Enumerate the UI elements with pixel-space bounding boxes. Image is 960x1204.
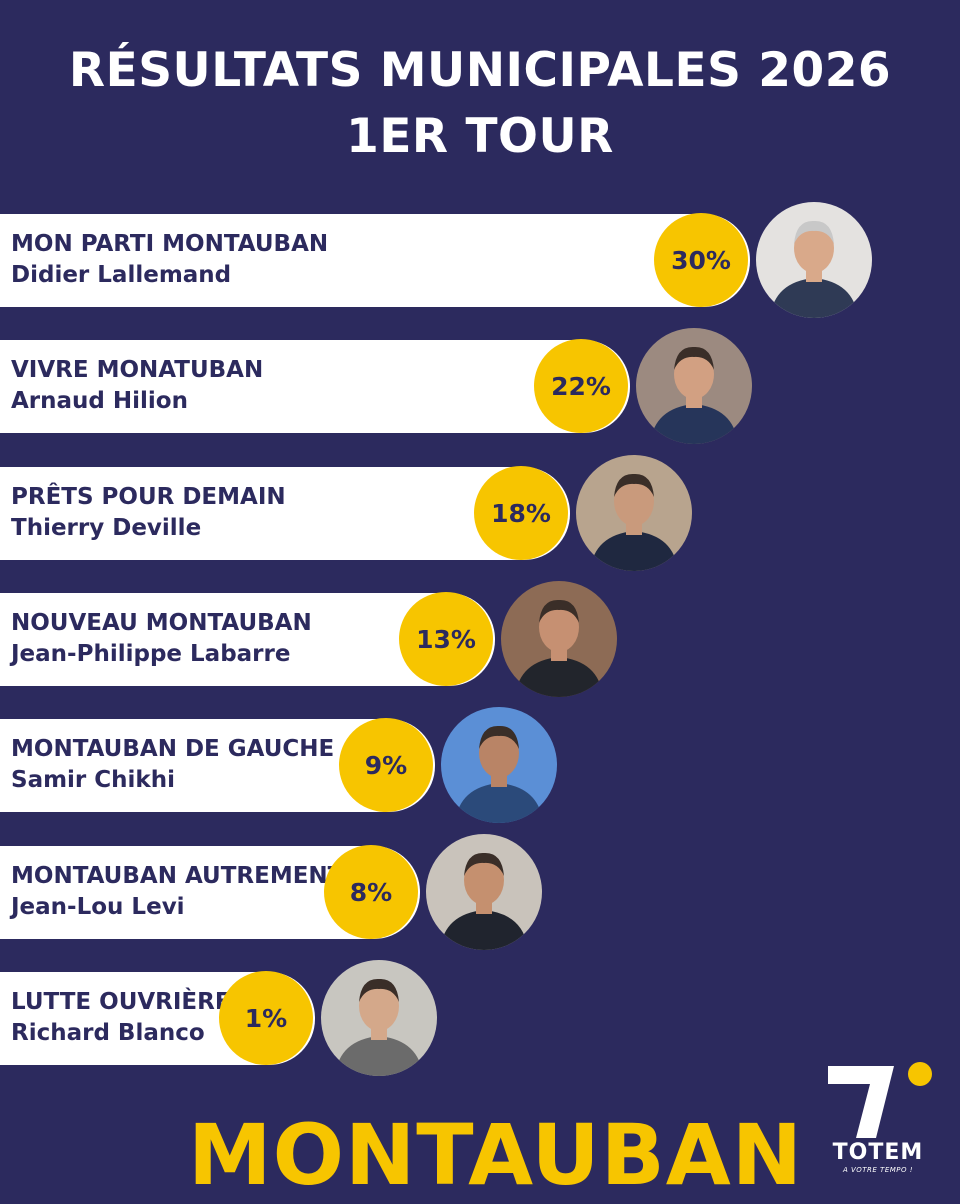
percentage-badge: 18% <box>474 466 568 560</box>
result-bar: MON PARTI MONTAUBAN Didier Lallemand <box>0 214 750 307</box>
party-name: VIVRE MONATUBAN <box>11 357 264 383</box>
party-name: MONTAUBAN DE GAUCHE <box>11 736 335 762</box>
candidate-name: Jean-Philippe Labarre <box>11 641 291 667</box>
title-line-1: RÉSULTATS MUNICIPALES 2026 <box>68 43 892 98</box>
totem-logo: TOTEM A VOTRE TEMPO ! <box>816 1052 940 1174</box>
candidate-photo <box>441 707 557 823</box>
candidate-photo <box>321 960 437 1076</box>
candidate-photo <box>501 581 617 697</box>
candidate-photo-icon <box>515 599 603 697</box>
candidate-name: Samir Chikhi <box>11 767 175 793</box>
party-name: NOUVEAU MONTAUBAN <box>11 610 312 636</box>
percentage-badge: 13% <box>399 592 493 686</box>
percentage-badge: 1% <box>219 971 313 1065</box>
candidate-photo <box>756 202 872 318</box>
candidate-photo <box>636 328 752 444</box>
candidate-name: Richard Blanco <box>11 1020 205 1046</box>
party-name: LUTTE OUVRIÈRE <box>11 989 231 1015</box>
page-title: RÉSULTATS MUNICIPALES 2026 1ER TOUR <box>0 38 960 170</box>
title-line-2: 1ER TOUR <box>346 109 614 164</box>
party-name: PRÊTS POUR DEMAIN <box>11 484 286 510</box>
candidate-photo-icon <box>650 346 738 444</box>
percentage-badge: 8% <box>324 845 418 939</box>
party-name: MONTAUBAN AUTREMENT <box>11 863 344 889</box>
candidate-name: Thierry Deville <box>11 515 202 541</box>
result-bar: VIVRE MONATUBAN Arnaud Hilion <box>0 340 630 433</box>
candidate-photo <box>576 455 692 571</box>
logo-name: TOTEM <box>832 1140 924 1165</box>
party-name: MON PARTI MONTAUBAN <box>11 231 329 257</box>
candidate-name: Arnaud Hilion <box>11 388 188 414</box>
candidate-name: Jean-Lou Levi <box>11 894 185 920</box>
logo-tagline: A VOTRE TEMPO ! <box>842 1166 914 1174</box>
candidate-photo-icon <box>590 473 678 571</box>
totem-logo-icon <box>828 1062 932 1138</box>
city-name: MONTAUBAN <box>188 1106 804 1204</box>
candidate-photo-icon <box>335 978 423 1076</box>
percentage-badge: 9% <box>339 718 433 812</box>
percentage-badge: 30% <box>654 213 748 307</box>
candidate-photo-icon <box>440 852 528 950</box>
candidate-photo-icon <box>770 220 858 318</box>
percentage-badge: 22% <box>534 339 628 433</box>
candidate-photo-icon <box>455 725 543 823</box>
candidate-photo <box>426 834 542 950</box>
candidate-name: Didier Lallemand <box>11 262 232 288</box>
